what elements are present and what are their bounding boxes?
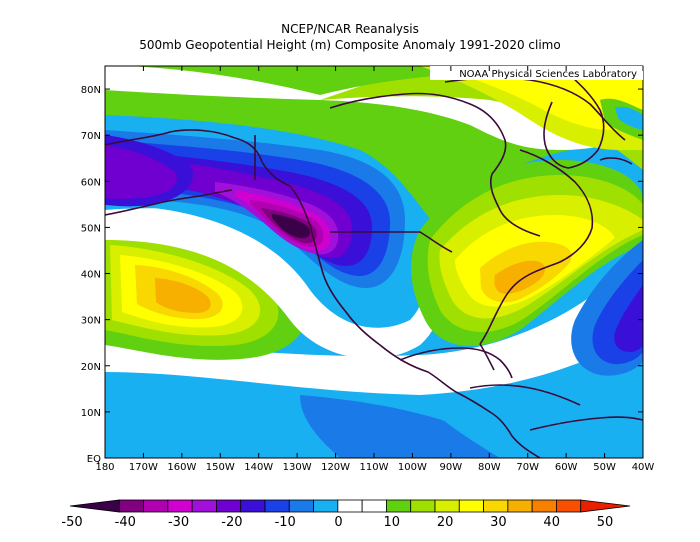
lon-tick-label: 100W — [398, 462, 427, 473]
coastlines — [105, 66, 643, 458]
lon-tick-label: 140W — [244, 462, 273, 473]
lon-axis: 180 170W 160W 150W 140W 130W 120W 110W 100W 90W 80… — [95, 462, 654, 473]
colorbar-label: -10 — [275, 515, 296, 530]
colorbar-swatch — [556, 499, 582, 513]
lat-tick-label: 40N — [81, 270, 101, 281]
lon-ticks — [104, 66, 644, 458]
colorbar-swatch — [216, 499, 242, 513]
colorbar-swatch — [313, 499, 339, 513]
lat-tick-label: 80N — [81, 85, 101, 96]
colorbar-swatch — [264, 499, 290, 513]
colorbar-label: 50 — [597, 515, 614, 530]
lat-tick-label: 60N — [81, 177, 101, 188]
lat-tick-label: 70N — [81, 131, 101, 142]
colorbar-label: -30 — [168, 515, 189, 530]
colorbar-label: -50 — [61, 515, 82, 530]
lon-tick-label: 160W — [167, 462, 196, 473]
colorbar-swatch — [361, 499, 387, 513]
colorbar-swatch — [337, 499, 363, 513]
lat-tick-label: 50N — [81, 223, 101, 234]
lat-tick-label: 10N — [81, 408, 101, 419]
colorbar-swatch — [434, 499, 460, 513]
lon-tick-label: 130W — [283, 462, 312, 473]
colorbar-swatch — [240, 499, 266, 513]
colorbar-label: 20 — [437, 515, 454, 530]
lon-tick-label: 150W — [206, 462, 235, 473]
chart-title: NCEP/NCAR Reanalysis — [281, 22, 419, 36]
colorbar-swatch — [580, 499, 631, 513]
colorbar-label: 40 — [543, 515, 560, 530]
colorbar-swatch — [69, 499, 120, 513]
lat-tick-label: 20N — [81, 362, 101, 373]
colorbar-label: -20 — [221, 515, 242, 530]
colorbar — [69, 499, 631, 513]
credit-label: NOAA Physical Sciences Laboratory — [459, 69, 637, 80]
lon-tick-label: 90W — [440, 462, 463, 473]
lat-ticks — [105, 88, 643, 459]
lon-tick-label: 110W — [360, 462, 389, 473]
lat-tick-label: 30N — [81, 316, 101, 327]
lon-tick-label: 40W — [632, 462, 655, 473]
lon-tick-label: 180 — [95, 462, 114, 473]
lon-tick-label: 80W — [478, 462, 501, 473]
chart-subtitle: 500mb Geopotential Height (m) Composite … — [139, 38, 561, 52]
colorbar-swatch — [118, 499, 144, 513]
lon-tick-label: 50W — [593, 462, 616, 473]
lon-tick-label: 120W — [321, 462, 350, 473]
colorbar-swatch — [288, 499, 314, 513]
colorbar-swatch — [531, 499, 557, 513]
colorbar-swatch — [507, 499, 533, 513]
colorbar-swatch — [483, 499, 509, 513]
colorbar-swatch — [143, 499, 169, 513]
lat-tick-label: EQ — [87, 454, 101, 465]
colorbar-label: 30 — [490, 515, 507, 530]
colorbar-swatch — [386, 499, 412, 513]
lon-tick-label: 170W — [129, 462, 158, 473]
lon-tick-label: 60W — [555, 462, 578, 473]
colorbar-labels: -50 -40 -30 -20 -10 0 10 20 30 40 50 — [61, 515, 613, 530]
credit-box — [430, 66, 643, 80]
colorbar-label: -40 — [115, 515, 136, 530]
colorbar-swatch — [458, 499, 484, 513]
anomaly-field — [105, 66, 643, 458]
colorbar-swatch — [191, 499, 217, 513]
colorbar-label: 0 — [334, 515, 342, 530]
lat-axis: 80N 70N 60N 50N 40N 30N 20N 10N EQ — [81, 85, 101, 465]
colorbar-swatch — [410, 499, 436, 513]
colorbar-swatch — [167, 499, 193, 513]
colorbar-label: 10 — [384, 515, 401, 530]
lon-tick-label: 70W — [516, 462, 539, 473]
